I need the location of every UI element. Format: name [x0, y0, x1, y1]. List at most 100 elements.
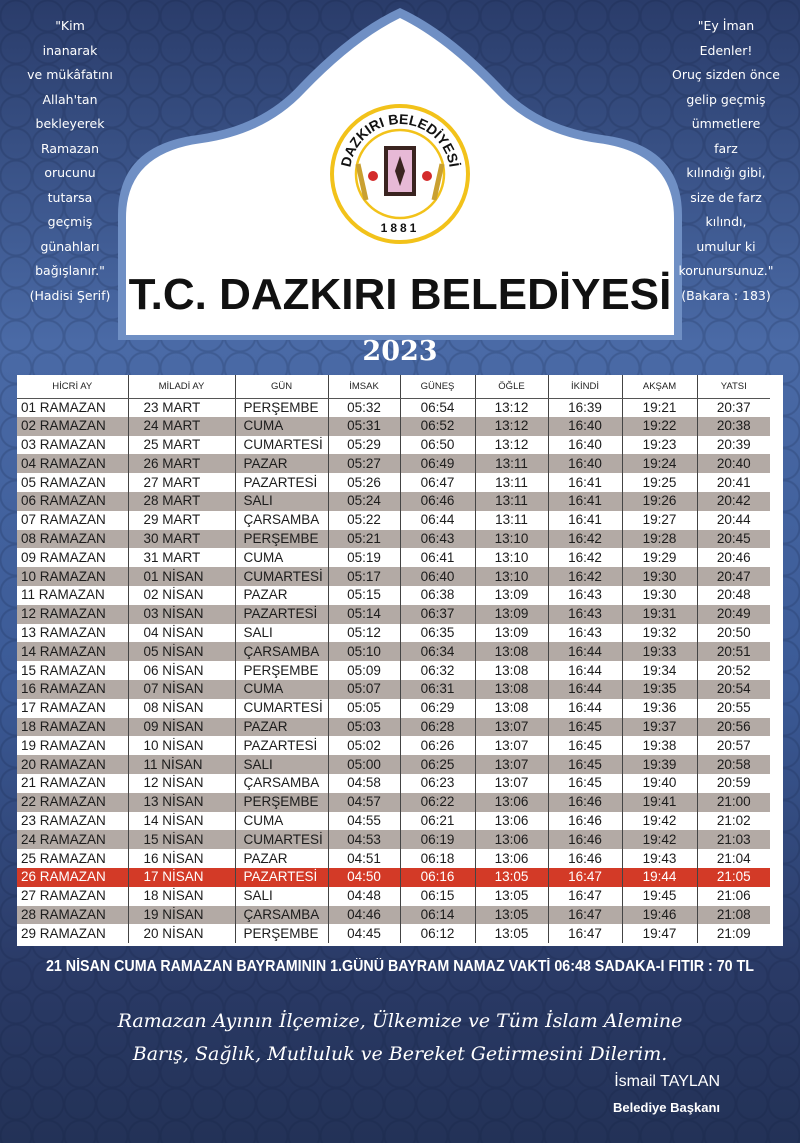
blessing-line-2: Barış, Sağlık, Mutluluk ve Bereket Getir… [132, 1043, 668, 1065]
table-cell: 16:42 [547, 529, 622, 549]
table-cell: 06 RAMAZAN [17, 491, 128, 511]
table-cell: 19:36 [621, 698, 697, 718]
table-cell: 20:44 [696, 510, 770, 530]
table-cell: 06:40 [399, 567, 475, 586]
table-row: 25 RAMAZAN 16 NİSAN PAZAR 04:51 06:18 13:06 16… [17, 849, 770, 868]
table-cell: 27 RAMAZAN [21, 888, 106, 904]
table-cell: PAZARTESİ [234, 867, 328, 887]
table-cell: 08 NİSAN [127, 698, 235, 718]
table-cell: 20:45 [696, 529, 770, 549]
table-cell: 20:39 [696, 435, 770, 455]
table-cell: CUMARTESİ [234, 698, 328, 718]
table-cell: 06:26 [399, 736, 475, 756]
table-cell: 13:11 [474, 473, 548, 492]
column-header: HİCRİ AY [17, 375, 128, 399]
table-cell: 13:07 [474, 717, 548, 737]
table-cell: 16:44 [547, 698, 622, 718]
table-cell: 05:05 [327, 698, 400, 718]
quote-line: ümmetlere [691, 116, 761, 131]
column-header: İKİNDİ [547, 375, 622, 399]
table-cell: PAZARTESİ [234, 604, 328, 624]
table-cell: 13:09 [474, 604, 548, 624]
table-cell: 16:47 [547, 924, 622, 944]
table-cell: 05:31 [327, 416, 400, 436]
table-cell: SALI [234, 623, 328, 643]
table-cell: 05 NİSAN [127, 642, 235, 662]
table-cell: 06:47 [399, 473, 475, 492]
table-cell: 08 RAMAZAN [17, 529, 128, 549]
table-cell: 06:44 [399, 510, 475, 530]
table-cell: 06:12 [399, 924, 475, 944]
table-cell: 13:07 [474, 755, 548, 774]
table-cell: 16:41 [547, 473, 622, 492]
table-cell: 13:05 [474, 867, 548, 887]
table-cell: 16:45 [547, 755, 622, 774]
table-cell: 13:06 [474, 849, 548, 868]
table-row: 11 RAMAZAN 02 NİSAN PAZAR 05:15 06:38 13:09 16… [17, 585, 770, 605]
table-cell: PERŞEMBE [234, 529, 328, 549]
table-cell: CUMA [234, 416, 328, 436]
table-cell: 07 NİSAN [127, 679, 235, 699]
table-cell: 05:09 [327, 661, 400, 680]
table-cell: 05 RAMAZAN [21, 474, 106, 490]
table-cell: PERŞEMBE [234, 924, 328, 944]
table-cell: 02 NİSAN [127, 585, 235, 605]
table-row: 26 RAMAZAN 17 NİSAN PAZARTESİ 04:50 06:16 13:… [17, 867, 770, 887]
table-cell: 19 NİSAN [127, 905, 235, 925]
table-cell: 13:06 [474, 830, 548, 850]
table-cell: 29 MART [127, 510, 235, 530]
table-cell: 06:14 [399, 905, 475, 925]
table-cell: ÇARSAMBA [234, 773, 328, 793]
table-cell: 19:33 [621, 642, 697, 662]
table-cell: 21:04 [696, 849, 770, 868]
table-cell: 19:47 [621, 924, 697, 944]
table-cell: 22 RAMAZAN [17, 792, 128, 812]
quote-line: Allah'tan [42, 91, 98, 107]
quote-line: korunursunuz." [678, 263, 774, 278]
table-cell: 04 RAMAZAN [17, 454, 128, 474]
table-cell: 21:08 [696, 905, 770, 925]
table-cell: 09 RAMAZAN [21, 549, 106, 565]
table-cell: 16 RAMAZAN [17, 679, 128, 699]
table-cell: 16:45 [547, 773, 622, 793]
table-cell: 13:12 [474, 416, 548, 436]
table-row: 24 RAMAZAN 15 NİSAN CUMARTESİ 04:53 06:19 13:… [17, 830, 770, 850]
table-cell: 06:32 [399, 661, 475, 680]
column-header: ÖĞLE [474, 375, 548, 399]
table-cell: 25 RAMAZAN [21, 850, 106, 866]
column-header: GÜN [234, 375, 328, 399]
table-cell: 19:45 [621, 886, 697, 906]
table-cell: 04:48 [327, 886, 400, 906]
table-cell: ÇARSAMBA [234, 510, 328, 530]
table-row: 12 RAMAZAN 03 NİSAN PAZARTESİ 05:14 06:37 13:… [17, 604, 770, 624]
quote-line: (Hadisi Şerif) [29, 287, 111, 303]
table-cell: 16:40 [547, 454, 622, 474]
table-cell: PAZAR [234, 585, 328, 605]
table-cell: 24 MART [127, 416, 235, 436]
table-row: 27 RAMAZAN 18 NİSAN SALI 04:48 06:15 13:05 16:… [17, 886, 770, 906]
table-cell: PAZARTESİ [234, 473, 328, 492]
table-cell: 19:29 [621, 548, 697, 568]
table-cell: 21:03 [696, 830, 770, 850]
table-cell: CUMARTESİ [234, 567, 328, 586]
table-cell: 21:05 [696, 867, 770, 887]
table-cell: 20:49 [696, 604, 770, 624]
table-row: 05 RAMAZAN 27 MART PAZARTESİ 05:26 06:47 13:1… [17, 473, 770, 492]
table-row: 20 RAMAZAN 11 NİSAN SALI 05:00 06:25 13:07 16:… [17, 755, 770, 774]
table-cell: 05:19 [327, 548, 400, 568]
quote-line: kılındığı gibi, [686, 165, 766, 180]
table-cell: 20:48 [696, 585, 770, 605]
table-cell: 04:57 [327, 792, 400, 812]
table-cell: 19:27 [621, 510, 697, 530]
table-cell: 25 MART [127, 435, 235, 455]
table-cell: 21:02 [696, 811, 770, 831]
table-cell: 06:46 [399, 491, 475, 511]
table-cell: 16:45 [547, 717, 622, 737]
table-cell: 20:38 [696, 416, 770, 436]
column-header: MİLADİ AY [127, 375, 235, 399]
table-row: 18 RAMAZAN 09 NİSAN PAZAR 05:03 06:28 13:07 16… [17, 717, 770, 737]
table-cell: 14 RAMAZAN [17, 642, 128, 662]
table-cell: PERŞEMBE [234, 661, 328, 680]
table-cell: 19:44 [621, 867, 697, 887]
table-cell: 21:00 [696, 792, 770, 812]
